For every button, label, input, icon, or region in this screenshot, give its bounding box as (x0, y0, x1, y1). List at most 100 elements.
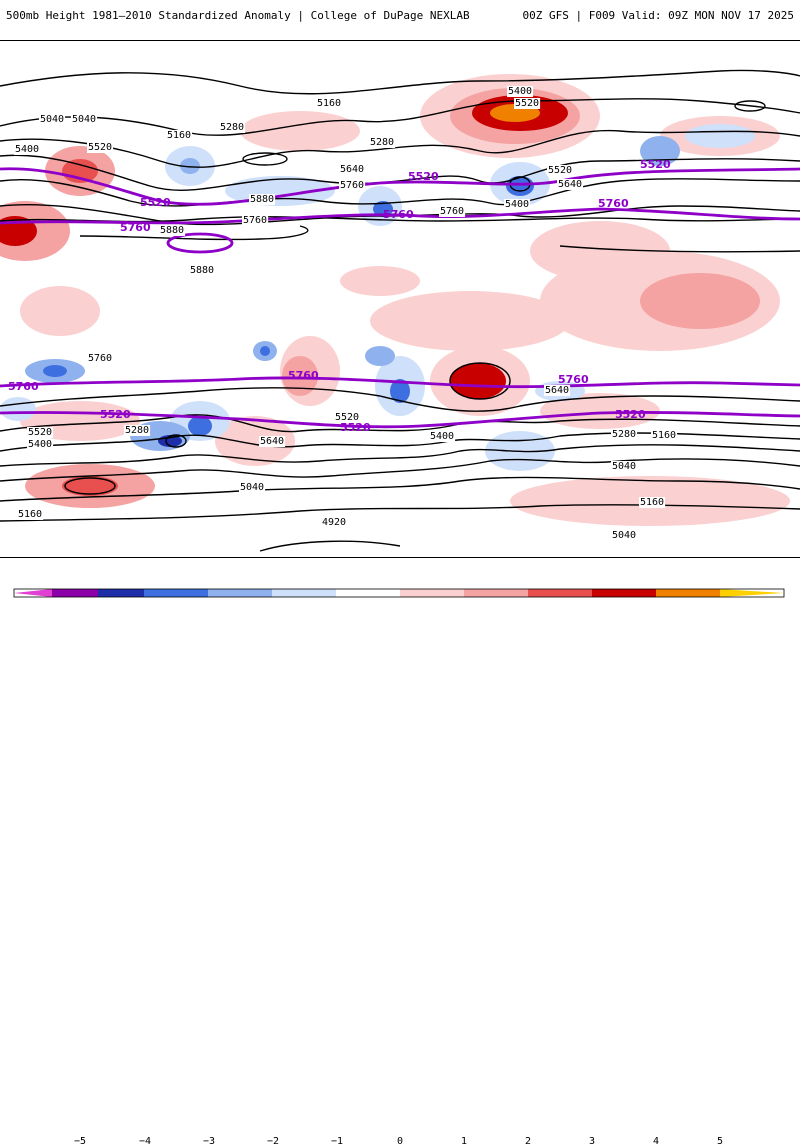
anomaly-map: 5040 5160 5280 5400 5520 5640 5760 5880 … (0, 69, 800, 552)
contour-label: 5520 (335, 412, 359, 423)
contour-5160-south (0, 476, 800, 502)
colorbar-tick: 3 (588, 1136, 596, 1147)
contour-label: 5040 (612, 461, 636, 472)
contour-label: 5880 (250, 194, 274, 205)
map-panel: 5040 5160 5280 5400 5520 5640 5760 5880 … (0, 40, 800, 558)
contour-label: 5160 (18, 509, 42, 520)
colorbar-tick: 1 (460, 1136, 468, 1147)
purple-label: 5520 (140, 196, 171, 209)
negative-anomaly-shading (0, 124, 755, 471)
purple-label: 5760 (8, 380, 39, 393)
purple-contours (0, 167, 800, 429)
contour-5040-south (0, 504, 800, 522)
contour-5280-south (0, 458, 800, 482)
contour-low-europe (734, 100, 766, 112)
contour-label: 5640 (558, 179, 582, 190)
colorbar-segment (144, 589, 208, 597)
colorbar-segment (400, 589, 464, 597)
colorbar-segment (592, 589, 656, 597)
contour-label: 5160 (652, 430, 676, 441)
contour-high-south-indian (64, 477, 116, 495)
purple-contour-labels: 5520 5760 5520 5760 5760 5520 5760 5520 … (8, 158, 671, 434)
contour-label: 5280 (612, 429, 636, 440)
colorbar-segment (98, 589, 144, 597)
contour-label: 5160 (317, 98, 341, 109)
colorbar-segment (208, 589, 272, 597)
colorbar-tick: −4 (138, 1136, 152, 1147)
contour-label: 5520 (28, 427, 52, 438)
colorbar-outline (13, 588, 785, 598)
contour-label: 5760 (243, 215, 267, 226)
contour-5760-south (0, 387, 800, 412)
contour-label: 5160 (167, 130, 191, 141)
purple-label: 5760 (120, 221, 151, 234)
purple-label: 5760 (558, 373, 589, 386)
colorbar-tick: 5 (716, 1136, 724, 1147)
contour-5520-north (0, 178, 800, 207)
header: 500mb Height 1981–2010 Standardized Anom… (0, 0, 800, 40)
purple-label: 5760 (383, 208, 414, 221)
colorbar-tick: −2 (266, 1136, 280, 1147)
contour-label: 5280 (220, 122, 244, 133)
contour-label: 5400 (28, 439, 52, 450)
contour-label: 5400 (508, 86, 532, 97)
contour-5880-north (79, 225, 309, 241)
contour-label: 5520 (515, 98, 539, 109)
contour-label: 5520 (88, 142, 112, 153)
valid-time: 00Z GFS | F009 Valid: 09Z MON NOV 17 202… (522, 9, 794, 22)
contour-high-south-atlantic (449, 362, 511, 400)
purple-5760-south (0, 376, 800, 389)
contour-label: 5280 (125, 425, 149, 436)
colorbar-segment (336, 589, 400, 597)
colorbar-tick: −3 (202, 1136, 216, 1147)
contour-label: 5160 (640, 497, 664, 508)
purple-5880-ring (166, 232, 234, 254)
colorbar-segment (464, 589, 528, 597)
purple-5520-south (0, 411, 800, 429)
contour-label: 5760 (340, 180, 364, 191)
contour-label: 5880 (190, 265, 214, 276)
contour-label: 5040 (40, 114, 64, 125)
colorbar-segment (528, 589, 592, 597)
contour-low-south-pacific (165, 434, 187, 448)
contour-5640-north (0, 204, 800, 226)
black-contour-labels: 5040 5160 5280 5400 5520 5640 5760 5880 … (14, 86, 678, 541)
colorbar-tick: 0 (396, 1136, 404, 1147)
purple-label: 5520 (615, 408, 646, 421)
purple-label: 5760 (288, 369, 319, 382)
contour-label: 5400 (15, 144, 39, 155)
colorbar-graphic (13, 588, 785, 598)
contour-label: 5760 (88, 353, 112, 364)
contour-label: 5640 (260, 436, 284, 447)
contour-5400-north (0, 154, 800, 191)
contour-label: 5640 (545, 385, 569, 396)
contour-5640-south (0, 414, 800, 433)
contour-label: 5040 (72, 114, 96, 125)
colorbar-tick: −5 (73, 1136, 87, 1147)
contour-5400-south (0, 444, 800, 467)
contour-label: 5400 (505, 199, 529, 210)
purple-5760-north (0, 207, 800, 225)
contour-label: 5400 (430, 431, 454, 442)
contour-label: 5880 (160, 225, 184, 236)
contour-4920-south (259, 540, 401, 552)
contour-5280-north (0, 129, 800, 168)
contour-label: 5520 (548, 165, 572, 176)
contour-label: 5640 (340, 164, 364, 175)
contour-low-pacific (242, 152, 288, 166)
colorbar: −5 −4 −3 −2 −1 0 1 2 3 4 5 (0, 560, 800, 1147)
contour-label: 4920 (322, 517, 346, 528)
colorbar-tip-low (14, 589, 52, 597)
purple-label: 5520 (640, 158, 671, 171)
contour-5160-north (0, 98, 800, 136)
colorbar-tick: 2 (524, 1136, 532, 1147)
colorbar-tick: −1 (330, 1136, 344, 1147)
purple-label: 5520 (100, 408, 131, 421)
purple-label: 5520 (408, 170, 439, 183)
colorbar-tick: 4 (652, 1136, 660, 1147)
colorbar-segment (656, 589, 720, 597)
contour-5040-north (0, 69, 800, 95)
contour-label: 5040 (240, 482, 264, 493)
colorbar-segment (272, 589, 336, 597)
purple-label: 5520 (340, 421, 371, 434)
